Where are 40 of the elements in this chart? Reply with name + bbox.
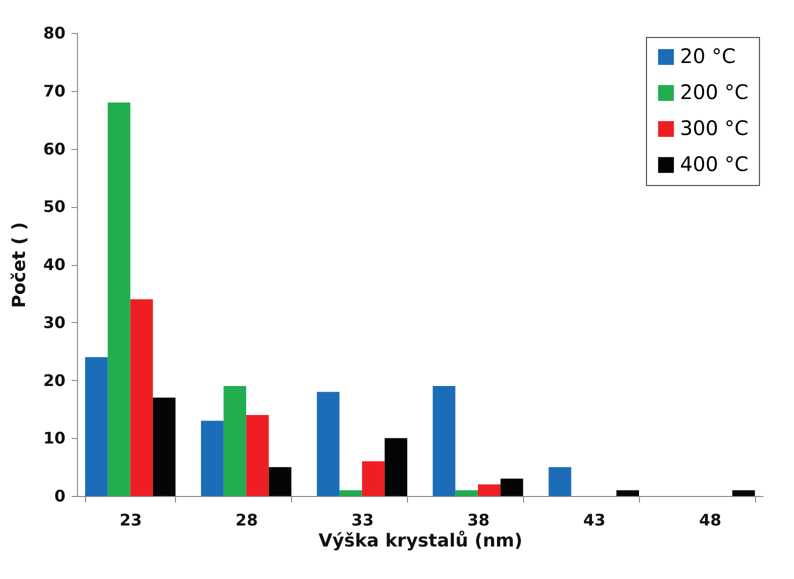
legend-label: 20 °C <box>680 44 736 68</box>
bar <box>108 102 130 496</box>
y-tick-label: 30 <box>43 312 66 332</box>
x-tick-label: 23 <box>120 510 142 530</box>
bar <box>432 386 456 496</box>
bar <box>268 467 292 496</box>
legend-label: 200 °C <box>680 80 748 104</box>
bar <box>224 386 246 496</box>
y-tick-label: 50 <box>43 197 66 216</box>
x-tick-label: 33 <box>351 510 374 530</box>
x-axis-title: Výška krystalů (nm) <box>318 530 523 552</box>
y-axis-title: Počet ( ) <box>9 222 30 308</box>
y-tick-label: 40 <box>43 255 66 274</box>
bar <box>200 420 224 496</box>
bar <box>152 398 176 496</box>
y-tick-label: 70 <box>43 81 66 100</box>
bar <box>362 461 385 496</box>
x-tick-label: 48 <box>699 510 722 530</box>
y-tick-label: 20 <box>43 370 66 390</box>
x-tick-label: 28 <box>236 510 258 530</box>
x-tick-label: 43 <box>583 510 606 530</box>
bar <box>246 414 269 496</box>
bar <box>384 438 408 496</box>
bar <box>85 357 108 496</box>
bar <box>500 478 524 496</box>
bar <box>339 490 362 496</box>
bar <box>455 490 478 496</box>
y-tick-label: 60 <box>43 139 66 158</box>
bar <box>732 490 755 496</box>
bar <box>616 490 640 496</box>
legend-label: 300 °C <box>680 116 748 140</box>
legend-label: 400 °C <box>680 152 748 176</box>
bar <box>548 467 572 496</box>
y-tick-label: 80 <box>43 24 66 42</box>
y-tick-label: 10 <box>43 428 66 448</box>
y-tick-label: 0 <box>54 486 66 506</box>
bar <box>130 299 153 496</box>
bar <box>478 484 501 496</box>
x-tick-label: 38 <box>467 510 490 530</box>
bar <box>316 392 340 496</box>
